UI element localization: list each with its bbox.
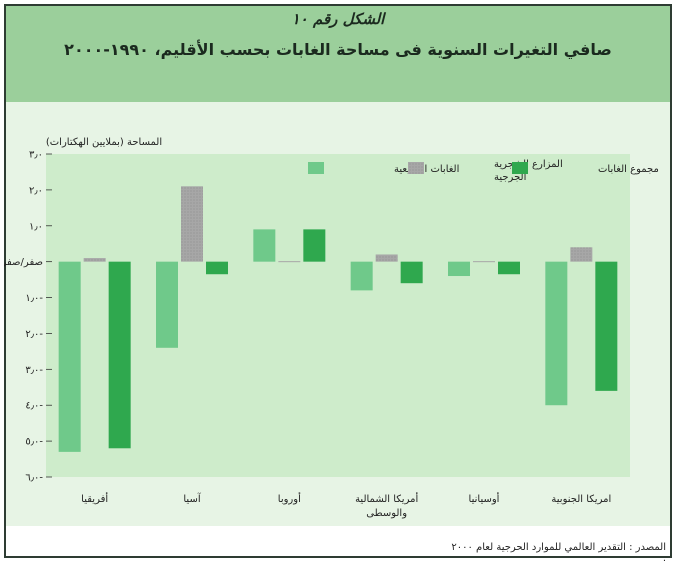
total-forest-bar: [400, 261, 423, 284]
total-forest-bar: [108, 261, 131, 449]
natural-forest-bar: [448, 261, 470, 277]
category-label: أفريقيا: [81, 492, 108, 505]
legend-natural-forest-swatch: [308, 162, 324, 174]
plantations-bar: [181, 186, 203, 262]
natural-forest-bar: [58, 261, 81, 452]
total-forest-bar: [206, 261, 228, 275]
legend-total-forest-label: مجموع الغابات: [598, 164, 659, 175]
plantations-bar: [83, 258, 106, 262]
total-forest-bar: [498, 261, 520, 275]
plot-area: [46, 154, 630, 477]
legend-natural-forest-label: الغابات الطبيعية: [394, 164, 459, 175]
category-label: امريكا الجنوبية: [551, 494, 611, 505]
category-label: آسيا: [183, 492, 201, 505]
figure-number: الشكل رقم ١٠: [291, 10, 385, 28]
total-forest-bar: [303, 229, 326, 262]
y-tick-label: صفر/صفر: [4, 257, 43, 268]
natural-forest-bar: [350, 261, 373, 291]
category-label: أمريكا الشمالية: [355, 492, 418, 505]
y-axis-label: المساحة (بملايين الهكتارات): [46, 137, 162, 148]
total-forest-bar: [595, 261, 618, 391]
y-tick-label: ٦٫٠-: [25, 473, 43, 484]
natural-forest-bar: [253, 229, 276, 262]
category-label: أوسيانيا: [469, 492, 500, 505]
y-tick-label: ٤٫٠-: [25, 401, 43, 412]
plantations-bar: [278, 261, 301, 263]
header-band: الشكل رقم ١٠ صافي التغيرات السنوية فى مس…: [6, 6, 670, 102]
source-note: المصدر : التقدير العالمي للموارد الحرجية…: [451, 542, 666, 564]
category-label: والوسطى: [366, 508, 407, 519]
y-tick-label: ٣٫٠: [29, 150, 43, 161]
plantations-bar: [473, 261, 495, 263]
y-tick-label: ٣٫٠-: [25, 365, 43, 376]
plantations-bar: [570, 247, 593, 262]
bar-chart: المساحة (بملايين الهكتارات)٣٫٠ ٢٫٠ ١٫٠ صفر/…: [4, 137, 659, 519]
y-tick-label: ١٫٠-: [25, 293, 43, 304]
legend-total-forest-swatch: [512, 162, 528, 174]
category-label: أوروبا: [278, 492, 301, 505]
y-tick-label: ٥٫٠-: [25, 437, 43, 448]
natural-forest-bar: [156, 261, 178, 348]
figure-title: صافي التغيرات السنوية فى مساحة الغابات ب…: [64, 40, 612, 59]
legend-plantations-label: الجرجية: [494, 172, 526, 183]
y-tick-label: ١٫٠: [29, 221, 43, 232]
legend-plantations-label: المزارع الشجرية: [494, 159, 563, 170]
natural-forest-bar: [545, 261, 568, 406]
plantations-bar: [375, 254, 398, 262]
y-tick-label: ٢٫٠-: [25, 329, 43, 340]
y-tick-label: ٢٫٠: [29, 185, 43, 196]
legend-plantations-swatch: [408, 162, 424, 174]
